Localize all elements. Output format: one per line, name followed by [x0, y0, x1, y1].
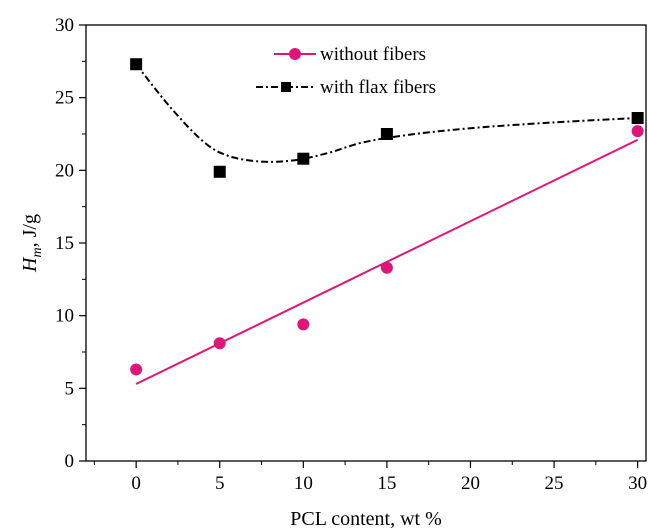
y-tick-label: 0 [65, 451, 75, 472]
point-series-1 [213, 165, 226, 178]
fit-lines [135, 63, 639, 385]
x-tick-label: 0 [131, 473, 141, 494]
x-axis-title: PCL content, wt % [290, 508, 441, 530]
point-series-0 [297, 318, 310, 331]
y-tick-label: 25 [55, 88, 74, 109]
point-series-1 [297, 152, 310, 165]
legend-marker-1 [281, 82, 291, 92]
x-tick-label: 30 [628, 473, 647, 494]
y-tick-label: 20 [55, 160, 74, 181]
point-series-1 [130, 58, 143, 71]
x-tick-label: 5 [215, 473, 225, 494]
point-series-0 [631, 125, 644, 138]
y-tick-label: 10 [55, 306, 74, 327]
fit-line-series-1 [135, 63, 638, 163]
data-points [130, 58, 644, 376]
legend-label-0: without fibers [320, 44, 426, 65]
x-tick-label: 20 [461, 473, 480, 494]
x-tick-label: 10 [294, 473, 313, 494]
legend: without fibers with flax fibers [256, 44, 436, 98]
y-tick-label: 15 [55, 233, 74, 254]
y-axis-title: Hm, J/g [19, 214, 45, 273]
point-series-0 [130, 363, 143, 376]
axis-ticks: 0 5 10 15 20 25 30 0 5 10 15 20 25 30 [55, 15, 647, 494]
legend-label-1: with flax fibers [320, 77, 436, 98]
point-series-0 [380, 261, 393, 274]
legend-marker-0 [289, 48, 301, 60]
x-tick-label: 15 [377, 473, 396, 494]
point-series-1 [380, 128, 393, 140]
y-tick-label: 5 [65, 378, 75, 399]
x-tick-label: 25 [545, 473, 564, 494]
y-tick-label: 30 [55, 15, 74, 36]
point-series-1 [631, 112, 644, 125]
point-series-0 [213, 337, 226, 350]
